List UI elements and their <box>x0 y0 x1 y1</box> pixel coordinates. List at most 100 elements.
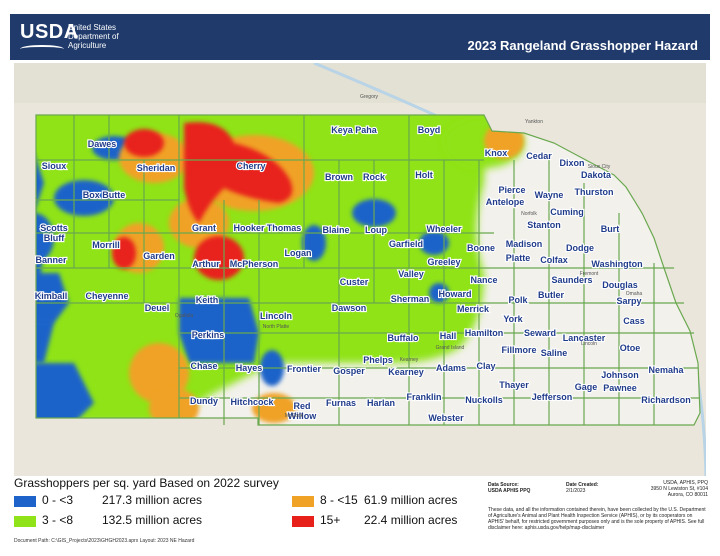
county-label-red-willow: Red Willow <box>288 401 317 421</box>
county-label-washington: Washington <box>591 259 642 269</box>
header-bar: USDA United States Department of Agricul… <box>10 14 710 60</box>
county-label-johnson: Johnson <box>601 370 639 380</box>
county-label-sherman: Sherman <box>391 294 430 304</box>
usda-logo: USDA <box>20 21 79 47</box>
county-label-thayer: Thayer <box>499 380 529 390</box>
place-label-grand-island: Grand Island <box>436 345 465 351</box>
county-label-colfax: Colfax <box>540 255 568 265</box>
county-label-boone: Boone <box>467 243 495 253</box>
county-label-howard: Howard <box>438 289 471 299</box>
county-label-cheyenne: Cheyenne <box>85 291 128 301</box>
place-label-norfolk: Norfolk <box>521 211 537 217</box>
address-line-2: 3950 N Lewiston St, #104 <box>650 486 708 492</box>
legend-acres: 217.3 million acres <box>102 493 203 507</box>
county-label-douglas: Douglas <box>602 280 638 290</box>
legend-swatch-orange <box>292 496 314 507</box>
county-label-gosper: Gosper <box>333 366 365 376</box>
county-label-cuming: Cuming <box>550 207 584 217</box>
county-label-custer: Custer <box>340 277 369 287</box>
county-label-phelps: Phelps <box>363 355 393 365</box>
legend-acres: 22.4 million acres <box>364 513 458 527</box>
county-label-kearney: Kearney <box>388 367 424 377</box>
place-label-north-platte: North Platte <box>263 324 290 330</box>
county-label-franklin: Franklin <box>406 392 441 402</box>
county-label-jefferson: Jefferson <box>532 392 573 402</box>
place-label-fremont: Fremont <box>580 271 599 277</box>
agency-line-3: Agriculture <box>68 41 107 50</box>
county-label-burt: Burt <box>601 224 620 234</box>
county-label-antelope: Antelope <box>486 197 525 207</box>
county-label-york: York <box>503 314 523 324</box>
county-label-keith: Keith <box>196 295 219 305</box>
county-label-hayes: Hayes <box>236 363 263 373</box>
county-label-nemaha: Nemaha <box>648 365 684 375</box>
legend: Grasshoppers per sq. yard Based on 2022 … <box>14 476 484 538</box>
place-label-mccook: McCook <box>285 413 304 419</box>
county-label-gage: Gage <box>575 382 598 392</box>
county-label-chase: Chase <box>190 361 217 371</box>
county-label-logan: Logan <box>285 248 312 258</box>
hazard-map[interactable]: Sioux Dawes Sheridan Cherry Keya Paha Boyd Kno… <box>14 63 706 476</box>
county-label-hooker: Hooker <box>233 223 265 233</box>
legend-item-15-plus: 15+ 22.4 million acres <box>292 512 482 530</box>
county-label-lancaster: Lancaster <box>563 333 606 343</box>
legend-swatch-red <box>292 516 314 527</box>
county-label-cass: Cass <box>623 316 645 326</box>
address: USDA, APHIS, PPQ 3950 N Lewiston St, #10… <box>651 480 708 498</box>
place-label-lincoln: Lincoln <box>581 341 597 347</box>
agency-line-2: Department of <box>68 32 119 41</box>
address-line-1: USDA, APHIS, PPQ <box>663 480 708 486</box>
county-label-saunders: Saunders <box>551 275 592 285</box>
document-path: Document Path: C:\GIS_Projects\2023\GHGH… <box>14 538 195 544</box>
county-label-pawnee: Pawnee <box>603 383 637 393</box>
county-label-dundy: Dundy <box>190 396 218 406</box>
source-value: USDA APHIS PPQ <box>488 488 531 494</box>
county-label-morrill: Morrill <box>92 240 120 250</box>
county-label-brown: Brown <box>325 172 353 182</box>
county-label-wheeler: Wheeler <box>426 224 462 234</box>
county-label-frontier: Frontier <box>287 364 321 374</box>
county-label-valley: Valley <box>398 269 424 279</box>
county-label-dodge: Dodge <box>566 243 594 253</box>
county-label-blaine: Blaine <box>322 225 349 235</box>
place-label-sioux-city: Sioux City <box>588 164 611 170</box>
county-label-platte: Platte <box>506 253 531 263</box>
county-label-perkins: Perkins <box>192 330 225 340</box>
place-label-yankton: Yankton <box>525 119 543 125</box>
county-label-clay: Clay <box>476 361 495 371</box>
county-label-garden: Garden <box>143 251 175 261</box>
county-label-stanton: Stanton <box>527 220 561 230</box>
county-label-sarpy: Sarpy <box>616 296 641 306</box>
county-label-cedar: Cedar <box>526 151 552 161</box>
county-label-hitchcock: Hitchcock <box>230 397 274 407</box>
county-label-garfield: Garfield <box>389 239 423 249</box>
county-label-furnas: Furnas <box>326 398 356 408</box>
county-label-sheridan: Sheridan <box>137 163 176 173</box>
legend-acres: 61.9 million acres <box>364 493 458 507</box>
county-label-loup: Loup <box>365 225 387 235</box>
county-label-scotts-bluff: Scotts Bluff <box>40 223 68 243</box>
created-value: 2/1/2023 <box>566 488 586 494</box>
legend-title: Grasshoppers per sq. yard Based on 2022 … <box>14 476 279 490</box>
county-label-webster: Webster <box>428 413 464 423</box>
county-label-lincoln: Lincoln <box>260 311 292 321</box>
county-label-grant: Grant <box>192 223 216 233</box>
county-label-dawson: Dawson <box>332 303 367 313</box>
county-label-mcpherson: McPherson <box>230 259 279 269</box>
legend-range: 8 - <15 <box>320 493 358 507</box>
legend-range: 0 - <3 <box>42 493 74 507</box>
county-label-thurston: Thurston <box>575 187 614 197</box>
county-label-dawes: Dawes <box>88 139 117 149</box>
county-label-boyd: Boyd <box>418 125 441 135</box>
county-label-dakota: Dakota <box>581 170 612 180</box>
legend-range: 3 - <8 <box>42 513 74 527</box>
hazard-map-canvas[interactable]: Sioux Dawes Sheridan Cherry Keya Paha Boyd Kno… <box>14 63 706 476</box>
legend-swatch-green <box>14 516 36 527</box>
disclaimer: These data, and all the information cont… <box>488 507 706 531</box>
county-label-fillmore: Fillmore <box>501 345 536 355</box>
county-label-holt: Holt <box>415 170 433 180</box>
county-label-deuel: Deuel <box>145 303 170 313</box>
county-label-butler: Butler <box>538 290 565 300</box>
county-label-wayne: Wayne <box>535 190 564 200</box>
county-label-merrick: Merrick <box>457 304 490 314</box>
